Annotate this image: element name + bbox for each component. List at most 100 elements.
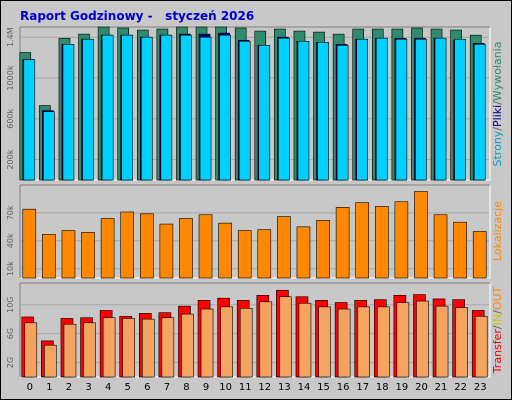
transfer-legend-entry: / [491, 310, 504, 314]
transfer-bar [455, 307, 468, 378]
transfer-bar [376, 306, 390, 378]
x-tick-label: 8 [183, 382, 189, 393]
transfer-bar [63, 323, 77, 378]
transfer-bar [141, 318, 155, 378]
usage-bar [415, 38, 427, 181]
usage-bar [375, 37, 388, 181]
x-tick-label: 5 [125, 382, 131, 393]
sites-bar [61, 230, 76, 279]
transfer-legend-entry: / [491, 325, 504, 329]
transfer-bar [416, 300, 429, 378]
transfer-bar [200, 308, 214, 378]
transfer-plot-area [19, 282, 491, 378]
sites-bar [355, 202, 370, 279]
x-tick-label: 21 [435, 382, 448, 393]
usage-bar [258, 45, 271, 181]
usage-legend-entry: / [491, 127, 504, 131]
usage-bar [62, 44, 75, 181]
x-tick-label: 20 [415, 382, 428, 393]
sites-bar [277, 216, 291, 279]
usage-legend-entry: Pliki [491, 105, 504, 127]
sites-bar [218, 222, 232, 279]
usage-bar [336, 45, 349, 181]
transfer-bar [435, 305, 449, 378]
sites-bar [414, 191, 428, 279]
sites-bar [100, 218, 115, 279]
sites-y-tick-label: 10k [6, 261, 15, 276]
sites-bar [42, 233, 56, 279]
transfer-legend-entry: OUT [491, 286, 504, 310]
x-tick-label: 7 [164, 382, 170, 393]
x-tick-label: 6 [144, 382, 150, 393]
sites-bar [335, 207, 350, 279]
transfer-bar [83, 322, 96, 378]
sites-bar [81, 232, 95, 279]
transfer-legend-entry: IN [491, 314, 504, 325]
sites-bar [257, 229, 272, 279]
usage-y-tick-label: 1000k [6, 65, 15, 90]
transfer-bar [337, 308, 351, 378]
usage-bar [395, 38, 408, 181]
sites-bar [433, 214, 448, 279]
transfer-bar [24, 322, 38, 378]
sites-y-tick-label: 40k [6, 233, 15, 248]
usage-y-tick-label: 600k [6, 108, 15, 128]
transfer-bar [239, 308, 253, 378]
x-tick-label: 12 [258, 382, 271, 393]
x-tick-label: 19 [396, 382, 409, 393]
x-tick-label: 23 [474, 382, 487, 393]
usage-y-tick-label: 200k [6, 149, 15, 169]
usage-bar [317, 41, 329, 181]
usage-bar [278, 37, 290, 181]
transfer-bar [122, 318, 136, 378]
usage-legend: Strony/Pliki/Wywołania [491, 42, 504, 167]
sites-bar [296, 226, 311, 279]
usage-bar [82, 38, 94, 181]
usage-bar [238, 40, 251, 181]
x-tick-label: 0 [27, 382, 33, 393]
transfer-bar [44, 344, 57, 378]
usage-bar [297, 40, 310, 181]
sites-bar [198, 214, 213, 279]
sites-bar [237, 230, 252, 279]
x-tick-label: 3 [85, 382, 91, 393]
usage-bar [219, 34, 231, 181]
transfer-bar [357, 306, 371, 378]
x-tick-label: 13 [278, 382, 291, 393]
sites-bar [316, 220, 330, 279]
chart-title: Raport Godzinowy - styczeń 2026 [20, 9, 255, 23]
usage-bar [160, 34, 173, 181]
sites-legend: Lokalizacje [491, 201, 504, 261]
transfer-y-tick-label: 10G [6, 296, 15, 312]
transfer-bar [279, 296, 292, 378]
sites-bar [472, 231, 487, 279]
usage-bar [23, 59, 36, 181]
transfer-bar [396, 302, 410, 378]
x-tick-label: 16 [337, 382, 350, 393]
usage-bar [356, 38, 369, 181]
x-tick-label: 1 [46, 382, 52, 393]
x-tick-label: 9 [203, 382, 209, 393]
transfer-bar [474, 315, 488, 378]
usage-bar [121, 34, 134, 181]
usage-y-tick-label: 1.4M [6, 27, 15, 47]
usage-legend-entry: / [491, 101, 504, 105]
usage-bar [473, 44, 486, 181]
x-tick-label: 4 [105, 382, 111, 393]
x-tick-label: 18 [376, 382, 389, 393]
usage-bar [180, 34, 192, 181]
sites-y-tick-label: 70k [6, 205, 15, 220]
sites-legend-entry: Lokalizacje [491, 201, 504, 261]
sites-bar [22, 208, 37, 279]
sites-bar [159, 223, 174, 279]
usage-bar [101, 34, 114, 181]
usage-bar [199, 36, 212, 181]
sites-bar [179, 218, 193, 279]
transfer-bar [102, 317, 116, 378]
x-tick-label: 17 [356, 382, 369, 393]
transfer-bar [259, 301, 273, 378]
transfer-bar [220, 306, 233, 378]
transfer-y-tick-label: 6G [6, 328, 15, 339]
transfer-bar [298, 302, 312, 378]
sites-bar [394, 201, 409, 279]
